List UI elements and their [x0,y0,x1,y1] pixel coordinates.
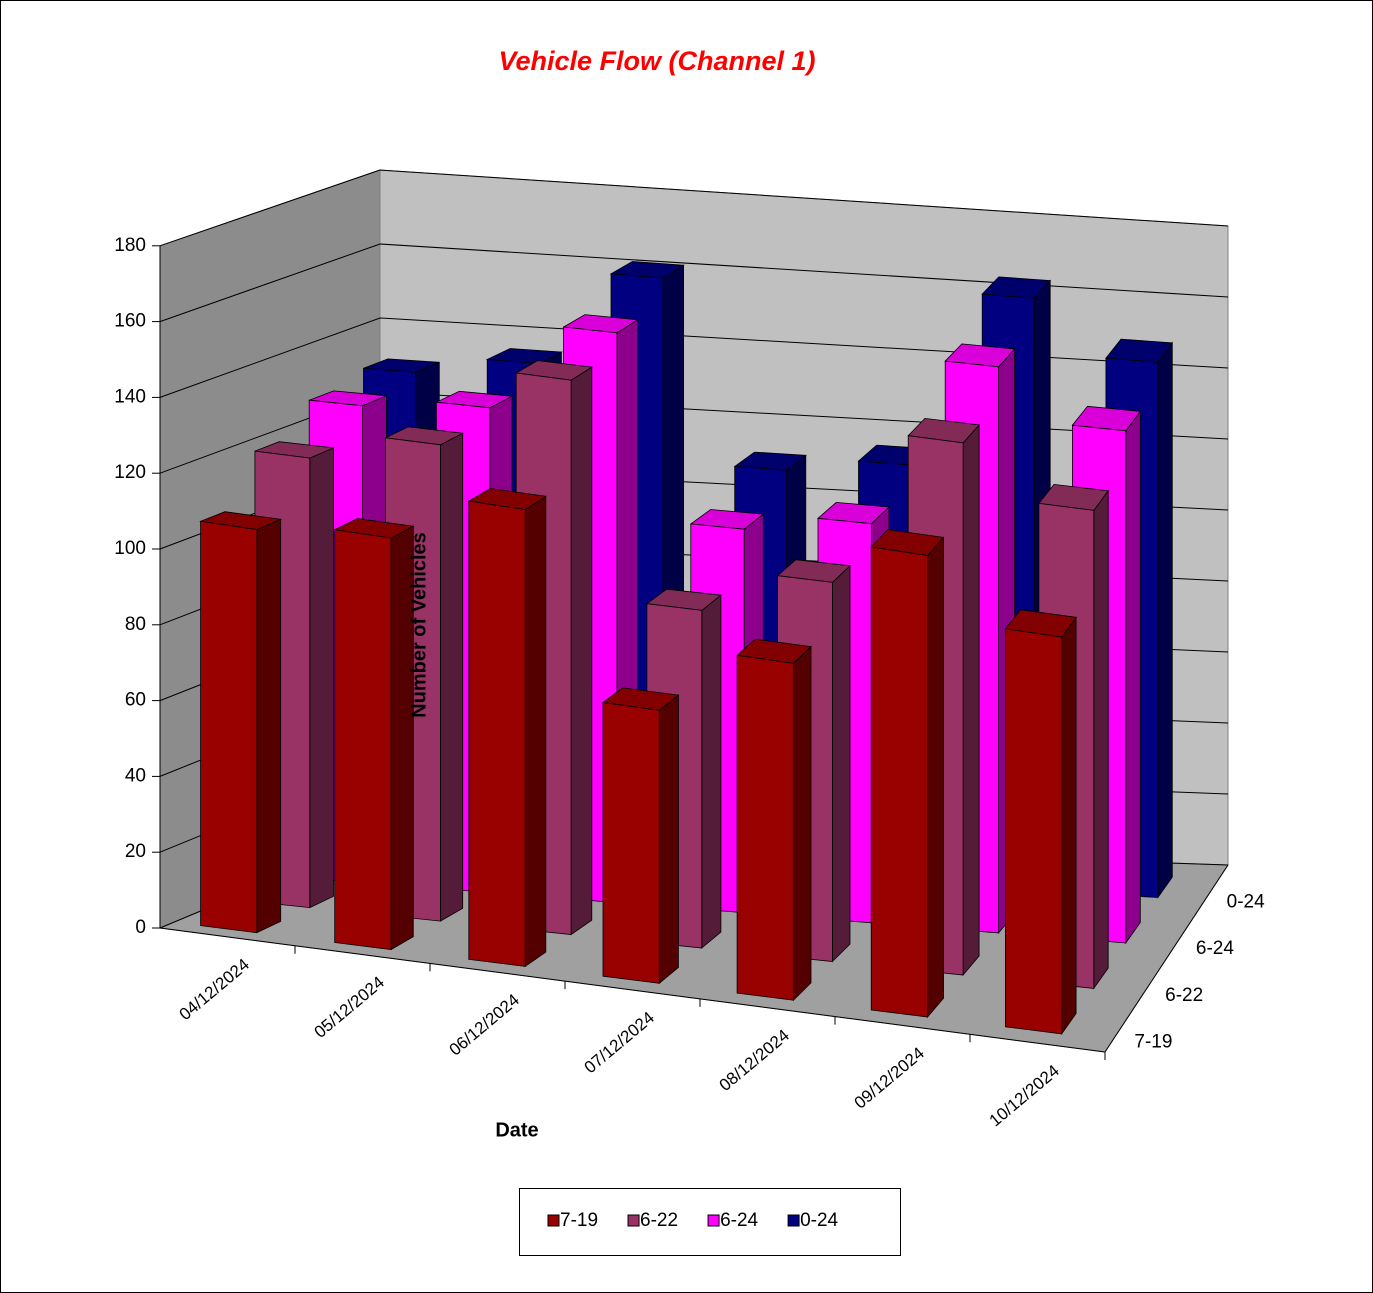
legend-label: 0-24 [800,1210,838,1231]
grid-line [159,317,1229,398]
legend-label: 6-22 [640,1210,678,1231]
bar-front [602,702,660,984]
y-tick-label: 140 [114,386,146,407]
bar-side [570,366,593,936]
grid-line [159,243,1229,323]
y-axis-title: Number of Vehicles [408,532,430,718]
bar-front [870,546,928,1018]
bar-side [962,423,980,977]
depth-tick-label: 7-19 [1134,1032,1172,1053]
x-axis-line [159,927,1106,1053]
y-tick-label: 60 [125,690,146,711]
bar-front [200,520,258,934]
bar-side [309,447,334,909]
bar-side [658,694,679,985]
bar-side [256,518,282,934]
depth-tick-label: 0-24 [1227,891,1265,912]
bar-front [334,529,392,951]
y-tick-label: 160 [114,311,146,332]
y-tick-label: 80 [125,614,146,635]
bar [199,511,283,934]
legend-swatch [627,1214,640,1227]
bar [467,488,547,968]
bar-side [832,564,851,963]
grid-line [159,169,1229,247]
bar [601,687,680,985]
bar-side [524,495,547,968]
bar-side [439,432,464,922]
legend-swatch [547,1214,560,1227]
bar [333,518,415,951]
chart-title: Vehicle Flow (Channel 1) [498,46,815,76]
legend-swatch [707,1214,720,1227]
y-tick-label: 0 [135,917,146,938]
bar-front [468,500,526,967]
bar-side [1125,410,1141,945]
bar [1004,609,1077,1036]
depth-tick-label: 6-22 [1165,985,1203,1006]
depth-axis-line [1104,864,1229,1053]
bar-side [793,645,812,1002]
x-axis-title: Date [495,1119,538,1141]
y-tick-label: 100 [114,538,146,559]
bar-side [1061,616,1077,1036]
bar-side [1157,341,1173,899]
bar-side [701,594,722,949]
legend-label: 6-24 [720,1210,758,1231]
legend-swatch [787,1214,800,1227]
legend-label: 7-19 [560,1210,598,1231]
y-tick-label: 40 [125,765,146,786]
bar-front [1005,628,1063,1035]
depth-tick-label: 6-24 [1196,938,1234,959]
y-tick-label: 120 [114,462,146,483]
y-tick-label: 20 [125,841,146,862]
bar-front [736,654,794,1001]
bar-side [1093,489,1109,990]
bar [736,638,812,1002]
y-tick-label: 180 [114,235,146,256]
bar-side [927,536,944,1019]
bar [870,529,945,1019]
